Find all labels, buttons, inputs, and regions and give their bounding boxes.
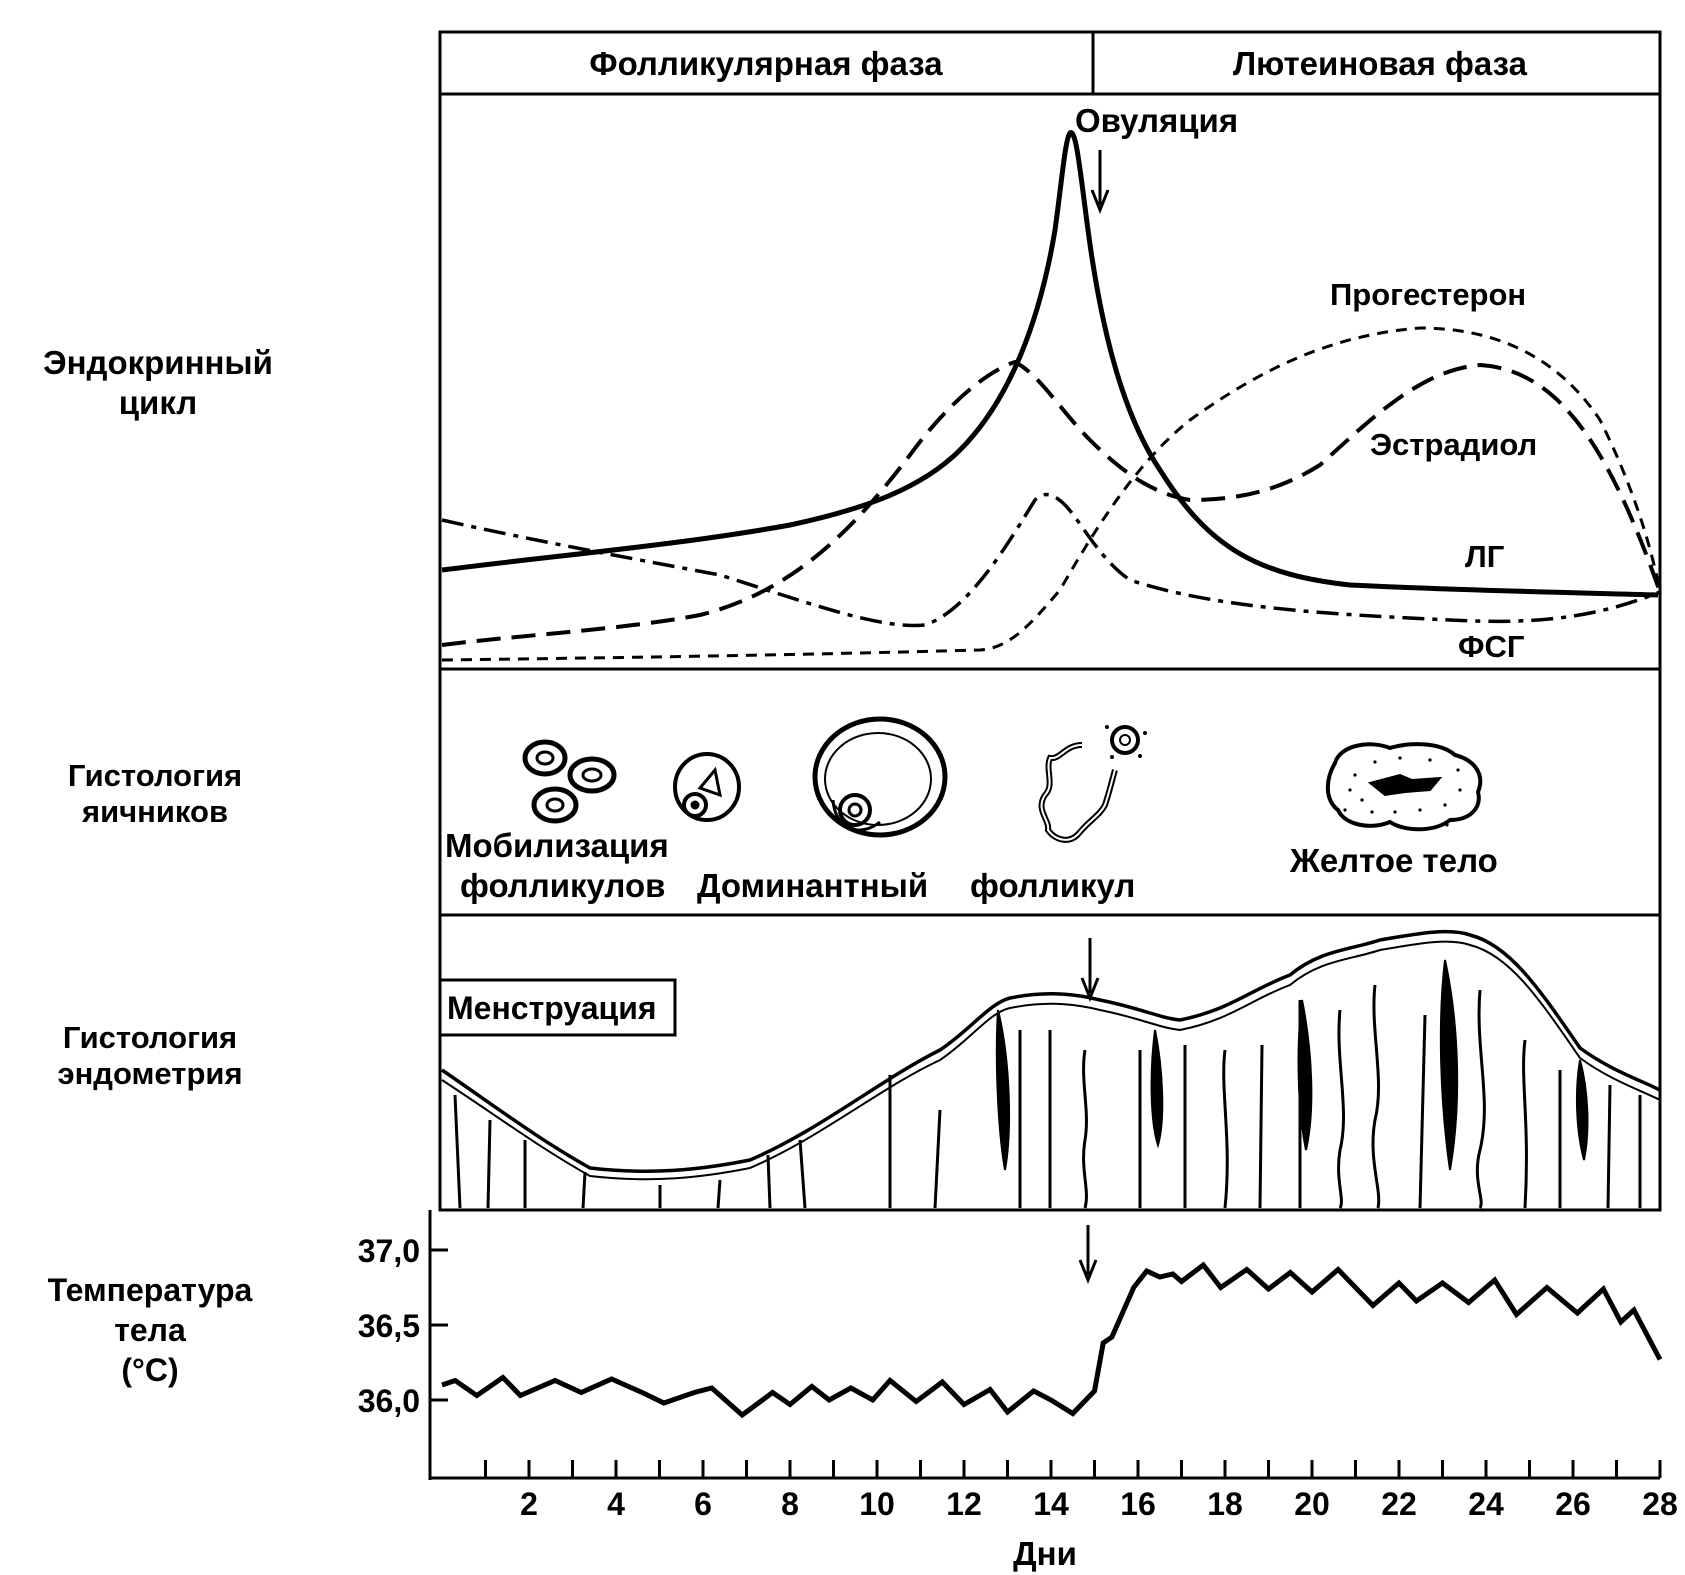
temperature-chart: 37,036,536,0 2 4 6 8 10 12 14 16 18 20 22 24 26 28 Дн… bbox=[358, 1210, 1678, 1572]
endocrine-row-label-2: цикл bbox=[119, 384, 197, 421]
x-tick-label: 14 bbox=[1033, 1486, 1069, 1522]
dark-glands bbox=[995, 959, 1589, 1171]
estradiol-label: Эстрадиол bbox=[1370, 427, 1537, 462]
endometrium-drawing bbox=[438, 929, 1661, 1209]
y-tick-label: 36,5 bbox=[358, 1308, 420, 1344]
ovary-row-label-1: Гистология bbox=[68, 758, 242, 793]
temperature-line bbox=[441, 1261, 1663, 1419]
x-tick-label: 6 bbox=[694, 1486, 712, 1522]
lh-curve bbox=[441, 130, 1659, 598]
follicle-label: фолликул bbox=[970, 867, 1135, 904]
dominant-label: Доминантный bbox=[697, 867, 928, 904]
x-tick-label: 8 bbox=[781, 1486, 799, 1522]
ovary-drawings bbox=[522, 716, 1483, 843]
estradiol-curve bbox=[441, 359, 1662, 647]
y-ticks: 37,0 36,5 36,0 bbox=[358, 1233, 448, 1419]
x-ticks: 2 4 6 8 10 12 14 16 18 20 22 24 26 28 bbox=[484, 1460, 1678, 1522]
progesterone-curve bbox=[441, 326, 1662, 662]
x-tick-label: 24 bbox=[1468, 1486, 1504, 1522]
ruptured-follicle-icon bbox=[1038, 725, 1147, 843]
x-tick-label: 18 bbox=[1207, 1486, 1243, 1522]
x-tick-label: 2 bbox=[520, 1486, 538, 1522]
menstruation-label: Менструация bbox=[447, 990, 657, 1026]
luteal-phase-label: Лютеиновая фаза bbox=[1233, 45, 1528, 82]
endometrium-surface-inner bbox=[441, 940, 1661, 1181]
x-tick-label: 12 bbox=[946, 1486, 982, 1522]
mobilized-follicles-icon bbox=[522, 739, 617, 824]
progesterone-label: Прогестерон bbox=[1330, 277, 1526, 312]
ovulation-arrow-icon bbox=[1090, 150, 1110, 215]
growing-follicle-icon bbox=[673, 752, 741, 822]
endometrium-panel bbox=[438, 913, 1662, 1212]
corpus-luteum-label: Желтое тело bbox=[1289, 842, 1498, 879]
fsh-label: ФСГ bbox=[1458, 629, 1524, 664]
endometrium-ovulation-arrow-icon bbox=[1080, 938, 1100, 1003]
mobilization-label-2: фолликулов bbox=[460, 867, 665, 904]
mobilization-label-1: Мобилизация bbox=[445, 827, 669, 864]
lh-label: ЛГ bbox=[1465, 539, 1504, 574]
menstruation-box bbox=[438, 978, 677, 1037]
endocrine-curves bbox=[441, 130, 1662, 662]
follicular-phase-label: Фолликулярная фаза bbox=[589, 45, 943, 82]
fsh-curve bbox=[441, 492, 1661, 628]
phase-header: Фолликулярная фаза Лютеиновая фаза bbox=[438, 30, 1662, 96]
corpus-luteum-icon bbox=[1325, 742, 1483, 832]
x-tick-label: 26 bbox=[1555, 1486, 1591, 1522]
endometrium-surface bbox=[441, 929, 1661, 1174]
dominant-follicle-icon bbox=[812, 716, 948, 838]
temperature-ovulation-arrow-icon bbox=[1078, 1225, 1098, 1285]
row-labels: Эндокринный цикл Гистология яичников Гис… bbox=[43, 344, 273, 1388]
x-tick-label: 28 bbox=[1642, 1486, 1678, 1522]
y-tick-label: 36,0 bbox=[358, 1383, 420, 1419]
endometrium-row-label-2: эндометрия bbox=[57, 1056, 242, 1091]
ovary-row-label-2: яичников bbox=[81, 794, 228, 829]
y-tick-label: 37,0 bbox=[358, 1233, 420, 1269]
x-tick-label: 22 bbox=[1381, 1486, 1417, 1522]
endocrine-row-label-1: Эндокринный bbox=[43, 344, 273, 381]
temperature-row-label-3: (°C) bbox=[121, 1352, 178, 1388]
x-tick-label: 20 bbox=[1294, 1486, 1330, 1522]
x-tick-label: 10 bbox=[859, 1486, 895, 1522]
x-axis-title: Дни bbox=[1013, 1535, 1077, 1572]
endometrium-row-label-1: Гистология bbox=[63, 1020, 237, 1055]
endometrial-glands bbox=[453, 984, 1642, 1209]
x-tick-label: 16 bbox=[1120, 1486, 1156, 1522]
temperature-row-label-1: Температура bbox=[48, 1272, 253, 1308]
temperature-row-label-2: тела bbox=[114, 1312, 186, 1348]
endocrine-panel bbox=[438, 92, 1662, 671]
x-tick-label: 4 bbox=[607, 1486, 625, 1522]
ovulation-label: Овуляция bbox=[1075, 102, 1238, 139]
